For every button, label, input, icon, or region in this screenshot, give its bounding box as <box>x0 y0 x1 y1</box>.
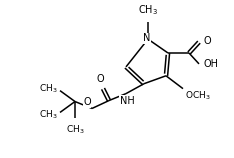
Text: OH: OH <box>203 59 218 69</box>
Text: NH: NH <box>120 96 134 106</box>
Text: CH$_3$: CH$_3$ <box>39 108 58 121</box>
Text: O: O <box>83 97 91 107</box>
Text: OCH$_3$: OCH$_3$ <box>185 90 211 102</box>
Text: CH$_3$: CH$_3$ <box>66 123 84 136</box>
Text: O: O <box>96 74 104 84</box>
Text: CH$_3$: CH$_3$ <box>138 3 158 17</box>
Text: O: O <box>203 36 211 46</box>
Text: CH$_3$: CH$_3$ <box>39 82 58 95</box>
Text: N: N <box>143 33 151 43</box>
